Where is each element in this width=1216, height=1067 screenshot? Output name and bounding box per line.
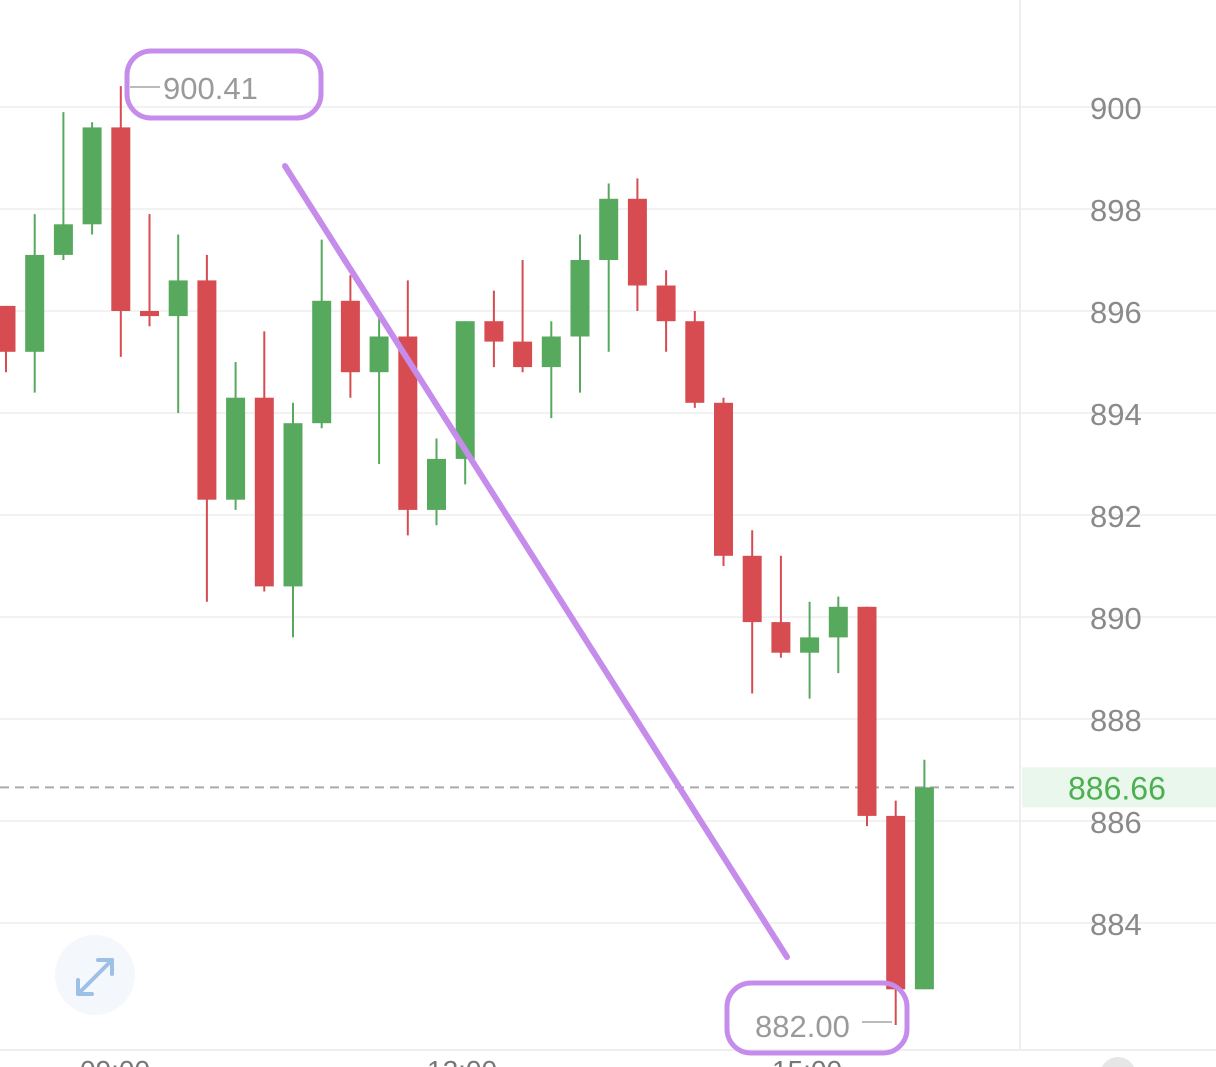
candle-body bbox=[312, 300, 332, 424]
candle bbox=[771, 555, 791, 658]
candle-body bbox=[168, 280, 188, 317]
candle bbox=[914, 759, 934, 990]
candle bbox=[742, 530, 762, 694]
candle bbox=[53, 112, 73, 260]
candle bbox=[25, 214, 45, 393]
candle bbox=[570, 234, 590, 393]
candle-body bbox=[0, 305, 16, 352]
candle bbox=[168, 234, 188, 413]
candle bbox=[599, 183, 619, 352]
candle-body bbox=[197, 280, 217, 500]
candle bbox=[312, 239, 332, 429]
x-axis-ticks: 09:00 12:00 15:00 bbox=[80, 1055, 842, 1067]
x-tick-label: 12:00 bbox=[427, 1055, 497, 1067]
y-tick-label: 890 bbox=[1090, 601, 1142, 636]
low-label: 882.00 bbox=[755, 1009, 850, 1044]
current-price-label: 886.66 bbox=[1068, 770, 1166, 806]
x-tick-label: 09:00 bbox=[80, 1055, 150, 1067]
candle bbox=[427, 438, 446, 526]
candle-body bbox=[599, 198, 619, 260]
candle bbox=[140, 214, 159, 327]
candle bbox=[484, 290, 504, 368]
candle bbox=[513, 260, 533, 373]
y-tick-label: 886 bbox=[1090, 805, 1142, 840]
candle-body bbox=[656, 285, 676, 322]
candle bbox=[455, 321, 475, 485]
candle-body bbox=[541, 336, 561, 368]
trend-line[interactable] bbox=[282, 163, 790, 960]
candle-body bbox=[828, 606, 848, 638]
current-price-bg bbox=[1022, 767, 1216, 808]
scroll-handle[interactable] bbox=[1100, 1057, 1136, 1067]
candle bbox=[82, 122, 102, 235]
low-annotation: 882.00 bbox=[724, 980, 910, 1056]
candle-body bbox=[140, 311, 159, 317]
candle-body bbox=[886, 815, 906, 990]
high-highlight-box bbox=[124, 48, 324, 121]
candle bbox=[226, 362, 246, 510]
candle bbox=[0, 305, 16, 373]
candle bbox=[111, 86, 131, 357]
candle bbox=[656, 270, 676, 352]
candle bbox=[197, 254, 217, 602]
candle-body bbox=[800, 637, 820, 653]
candle-body bbox=[742, 555, 762, 623]
candle bbox=[283, 402, 303, 638]
candle-body bbox=[82, 127, 102, 225]
y-tick-label: 898 bbox=[1090, 193, 1142, 228]
candle bbox=[857, 606, 877, 827]
candle bbox=[627, 178, 647, 311]
candle-body bbox=[427, 458, 446, 510]
candle-body bbox=[685, 321, 705, 403]
candle-body bbox=[226, 397, 246, 500]
high-annotation: 900.41 bbox=[124, 48, 324, 121]
current-price-badge: 886.66 bbox=[1022, 767, 1216, 808]
y-axis-ticks: 900 898 896 894 892 890 888 886 884 bbox=[1090, 91, 1142, 942]
candle bbox=[685, 311, 705, 408]
candle-body bbox=[771, 622, 791, 653]
candle bbox=[254, 331, 274, 592]
y-tick-label: 900 bbox=[1090, 91, 1142, 126]
candle-body bbox=[398, 336, 418, 510]
candle-body bbox=[570, 260, 590, 337]
expand-icon bbox=[76, 958, 114, 996]
candle-body bbox=[627, 198, 647, 286]
candle-body bbox=[513, 341, 533, 368]
expand-button[interactable] bbox=[55, 935, 135, 1015]
candle-body bbox=[714, 402, 733, 556]
candle-body bbox=[914, 787, 934, 990]
candle-body bbox=[53, 224, 73, 255]
candles bbox=[0, 86, 934, 1025]
candle bbox=[541, 321, 561, 419]
y-tick-label: 894 bbox=[1090, 397, 1142, 432]
y-tick-label: 888 bbox=[1090, 703, 1142, 738]
x-tick-label: 15:00 bbox=[772, 1055, 842, 1067]
candle bbox=[800, 601, 820, 699]
candle-body bbox=[484, 321, 504, 342]
candle-body bbox=[857, 606, 877, 816]
candle-body bbox=[111, 127, 131, 312]
candle-body bbox=[369, 336, 389, 373]
candle-body bbox=[25, 254, 45, 352]
y-tick-label: 892 bbox=[1090, 499, 1142, 534]
y-tick-label: 896 bbox=[1090, 295, 1142, 330]
low-highlight-box bbox=[724, 980, 910, 1056]
candle bbox=[828, 596, 848, 674]
candle-body bbox=[283, 423, 303, 587]
candle-body bbox=[455, 321, 475, 459]
candle bbox=[340, 275, 360, 398]
y-tick-label: 884 bbox=[1090, 907, 1142, 942]
candle bbox=[714, 397, 733, 566]
candle bbox=[398, 280, 418, 536]
candle bbox=[369, 311, 389, 464]
candle-body bbox=[340, 300, 360, 373]
high-label: 900.41 bbox=[163, 71, 258, 106]
candle-body bbox=[254, 397, 274, 587]
